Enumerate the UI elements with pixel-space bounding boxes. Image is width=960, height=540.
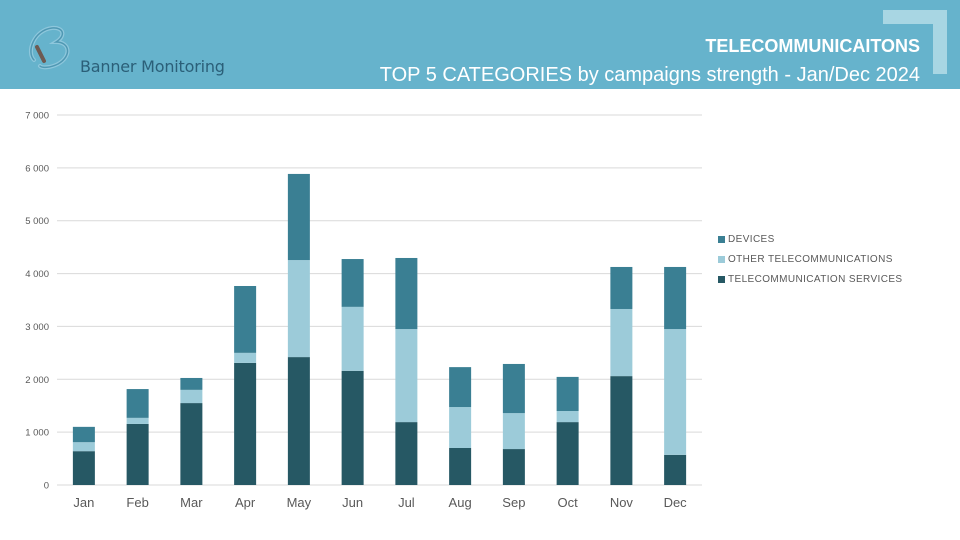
bar-segment-devices-sep: [502, 363, 525, 414]
x-tick-label: Feb: [126, 495, 148, 510]
bar-segment-other-telecommunications-jun: [341, 306, 364, 371]
bar-segment-devices-jul: [395, 257, 418, 330]
y-tick-label: 6 000: [25, 163, 49, 174]
page-title: TELECOMMUNICAITONS: [705, 36, 920, 56]
y-tick-label: 5 000: [25, 216, 49, 227]
bar-segment-telecommunication-services-apr: [234, 362, 257, 485]
bar-segment-other-telecommunications-mar: [180, 389, 203, 404]
bar-segment-devices-aug: [449, 367, 472, 408]
bar-segment-telecommunication-services-oct: [556, 422, 579, 485]
bar-segment-devices-nov: [610, 266, 633, 309]
x-tick-label: May: [287, 495, 312, 510]
x-tick-label: Mar: [180, 495, 203, 510]
bar-segment-other-telecommunications-feb: [126, 417, 149, 424]
bar-segment-devices-oct: [556, 376, 579, 411]
bar-segment-devices-apr: [234, 285, 257, 353]
chart-legend: DEVICES OTHER TELECOMMUNICATIONS TELECOMMU…: [718, 229, 903, 289]
legend-label: DEVICES: [728, 233, 775, 245]
stacked-bar-chart: 0 1 000 2 000 3 000 4 000 5 000 6 000 7 000 Jan F…: [25, 111, 702, 510]
header-banner: Banner Monitoring TELECOMMUNICAITONS TOP…: [0, 0, 960, 89]
bar-segment-telecommunication-services-sep: [502, 449, 525, 485]
bar-segment-other-telecommunications-may: [287, 260, 310, 358]
bar-segment-telecommunication-services-nov: [610, 376, 633, 485]
bar-segment-devices-feb: [126, 389, 149, 418]
bar-segment-telecommunication-services-feb: [126, 423, 149, 485]
bar-segment-devices-may: [287, 173, 310, 261]
x-tick-label: Jul: [398, 495, 415, 510]
x-tick-label: Sep: [502, 495, 525, 510]
bar-segment-telecommunication-services-aug: [449, 448, 472, 485]
x-tick-label: Aug: [449, 495, 472, 510]
bar-segment-telecommunication-services-may: [287, 357, 310, 485]
y-tick-label: 0: [44, 481, 49, 492]
bar-segment-telecommunication-services-mar: [180, 403, 203, 485]
bar-segment-other-telecommunications-jan: [72, 442, 95, 452]
bar-segment-other-telecommunications-oct: [556, 411, 579, 423]
x-tick-label: Jun: [342, 495, 363, 510]
y-tick-label: 3 000: [25, 322, 49, 333]
bar-segment-telecommunication-services-jun: [341, 370, 364, 485]
legend-swatch: [718, 255, 725, 263]
y-tick-label: 4 000: [25, 269, 49, 280]
bar-segment-devices-jun: [341, 259, 364, 307]
y-tick-label: 1 000: [25, 428, 49, 439]
legend-label: OTHER TELECOMMUNICATIONS: [728, 253, 893, 265]
bar-segment-devices-jan: [72, 426, 95, 443]
y-tick-label: 7 000: [25, 111, 49, 122]
x-tick-label: Oct: [558, 495, 579, 510]
bar-segment-telecommunication-services-dec: [664, 454, 687, 485]
y-tick-label: 2 000: [25, 375, 49, 386]
legend-item: DEVICES: [718, 229, 903, 249]
legend-item: OTHER TELECOMMUNICATIONS: [718, 249, 903, 269]
bar-segment-other-telecommunications-sep: [502, 413, 525, 450]
bar-segment-other-telecommunications-jul: [395, 329, 418, 423]
bar-segment-telecommunication-services-jan: [72, 451, 95, 485]
legend-label: TELECOMMUNICATION SERVICES: [728, 273, 903, 285]
legend-swatch: [718, 275, 725, 283]
brand-name: Banner Monitoring: [80, 57, 225, 76]
bar-segment-devices-mar: [180, 377, 203, 390]
x-tick-label: Dec: [664, 495, 688, 510]
bar-segment-other-telecommunications-apr: [234, 352, 257, 363]
legend-swatch: [718, 235, 725, 243]
bar-segment-other-telecommunications-aug: [449, 407, 472, 448]
banner-monitoring-logo-icon: [28, 25, 70, 70]
chart-subtitle: TOP 5 CATEGORIES by campaigns strength -…: [379, 64, 920, 86]
x-tick-label: Apr: [235, 495, 256, 510]
x-tick-label: Jan: [73, 495, 94, 510]
legend-item: TELECOMMUNICATION SERVICES: [718, 269, 903, 289]
corner-decoration: [883, 10, 947, 74]
bar-segment-other-telecommunications-nov: [610, 308, 633, 377]
bar-segment-other-telecommunications-dec: [664, 329, 687, 455]
x-tick-label: Nov: [610, 495, 634, 510]
bar-segment-telecommunication-services-jul: [395, 422, 418, 485]
bar-segment-devices-dec: [664, 266, 687, 330]
